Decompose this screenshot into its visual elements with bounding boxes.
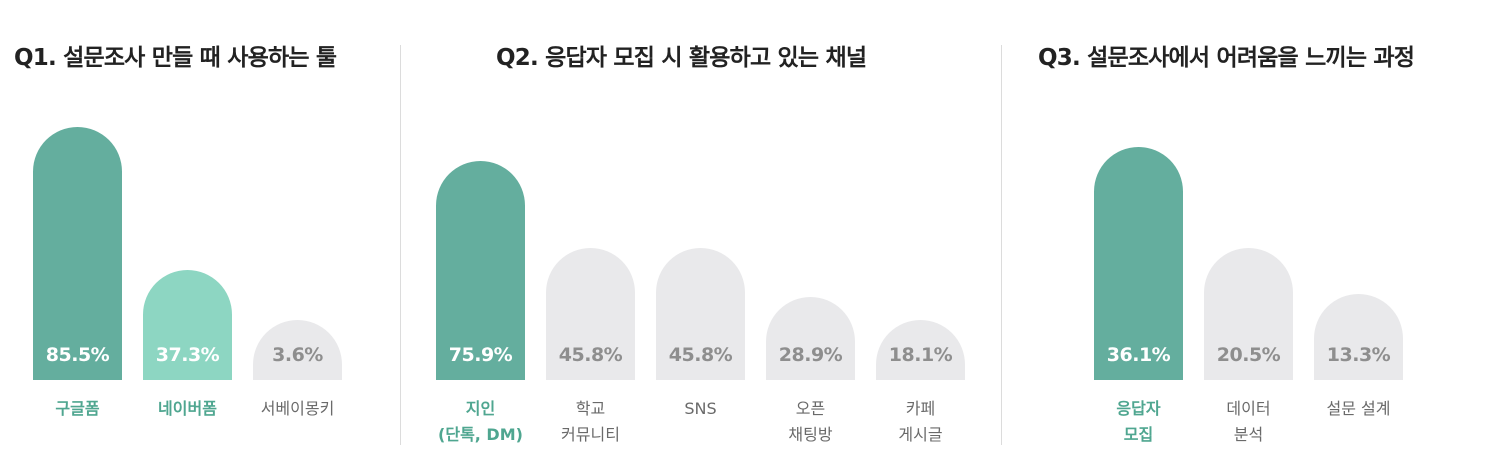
category-label-line: 분석 xyxy=(1233,425,1264,444)
bar-value-label: 45.8% xyxy=(558,344,623,366)
category-label-line: 설문 설계 xyxy=(1326,399,1391,418)
bar-value-label: 3.6% xyxy=(272,344,323,366)
bar-value-label: 45.8% xyxy=(668,344,733,366)
category-label-line: 커뮤니티 xyxy=(561,425,620,444)
bar: 28.9% xyxy=(766,296,855,380)
bar-value-label: 37.3% xyxy=(155,344,220,366)
category-label-line: 응답자 xyxy=(1116,399,1161,418)
bar: 37.3% xyxy=(143,269,232,380)
bar: 3.6% xyxy=(253,320,342,380)
bar-value-label: 18.1% xyxy=(888,344,953,366)
category-label-line: 모집 xyxy=(1123,425,1154,444)
category-label-line: 데이터 xyxy=(1226,399,1271,418)
panel-title: Q1. 설문조사 만들 때 사용하는 툴 xyxy=(14,45,337,71)
category-label: 구글폼 xyxy=(18,396,138,422)
category-label-line: 게시글 xyxy=(898,425,943,444)
category-label-line: 오픈 xyxy=(795,399,826,418)
category-label-line: 서베이몽키 xyxy=(260,399,335,418)
category-label-line: (단톡, DM) xyxy=(438,425,523,444)
panel-title: Q2. 응답자 모집 시 활용하고 있는 채널 xyxy=(496,45,867,71)
category-label: 네이버폼 xyxy=(128,396,248,422)
bar: 45.8% xyxy=(656,248,745,380)
bar-value-label: 13.3% xyxy=(1326,344,1391,366)
panel-q1: Q1. 설문조사 만들 때 사용하는 툴 85.5% 구글폼 37.3% 네이버폼 3.… xyxy=(0,0,400,469)
bar: 13.3% xyxy=(1314,294,1403,380)
category-label-line: 네이버폼 xyxy=(158,399,217,418)
category-label-line: 카페 xyxy=(905,399,936,418)
category-label-line: 학교 xyxy=(575,399,606,418)
bar-value-label: 28.9% xyxy=(778,344,843,366)
category-label-line: 지인 xyxy=(465,399,496,418)
panel-q2: Q2. 응답자 모집 시 활용하고 있는 채널 75.9% 지인 (단톡, DM) 4… xyxy=(401,0,1001,469)
bar: 45.8% xyxy=(546,248,635,380)
divider xyxy=(1001,45,1002,445)
divider xyxy=(400,45,401,445)
category-label: SNS xyxy=(641,396,761,422)
bar-value-label: 36.1% xyxy=(1106,344,1171,366)
bar-value-label: 20.5% xyxy=(1216,344,1281,366)
bar-value-label: 85.5% xyxy=(45,344,110,366)
bar-value-label: 75.9% xyxy=(448,344,513,366)
category-label: 지인 (단톡, DM) xyxy=(421,396,541,448)
category-label: 서베이몽키 xyxy=(238,396,358,422)
bar: 18.1% xyxy=(876,320,965,380)
category-label-line: 구글폼 xyxy=(55,399,100,418)
bar: 85.5% xyxy=(33,126,122,380)
category-label-line: SNS xyxy=(684,399,717,418)
panel-title: Q3. 설문조사에서 어려움을 느끼는 과정 xyxy=(1038,45,1415,71)
bar: 36.1% xyxy=(1094,147,1183,380)
bar: 20.5% xyxy=(1204,247,1293,380)
category-label-line: 채팅방 xyxy=(788,425,833,444)
bar: 75.9% xyxy=(436,161,525,380)
category-label: 설문 설계 xyxy=(1299,396,1419,422)
